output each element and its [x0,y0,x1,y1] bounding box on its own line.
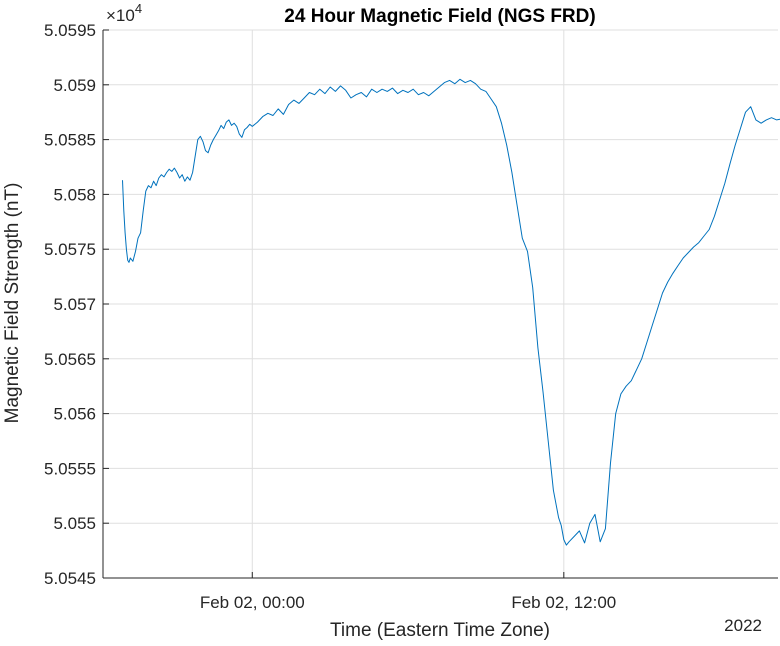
y-tick-label: 5.0575 [44,240,96,259]
plot-area [122,78,780,546]
x-tick-label: Feb 02, 00:00 [200,593,305,612]
y-exponent-power: 4 [135,1,142,16]
y-tick-label: 5.057 [53,295,96,314]
y-exponent-label: ×104 [106,1,142,25]
x-axis-label: Time (Eastern Time Zone) [330,620,550,641]
x-secondary-label: 2022 [724,616,762,635]
y-exponent-base: ×10 [106,6,135,25]
y-tick-label: 5.059 [53,76,96,95]
axes [102,29,778,579]
y-tick-label: 5.0595 [44,21,96,40]
y-tick-label: 5.055 [53,514,96,533]
y-axis-label: Magnetic Field Strength (nT) [2,183,23,424]
x-tick-label: Feb 02, 12:00 [511,593,616,612]
svg-text:×104: ×104 [106,1,142,25]
y-tick-label: 5.0545 [44,569,96,588]
y-tick-label: 5.056 [53,405,96,424]
y-tick-label: 5.0565 [44,350,96,369]
y-tick-label: 5.0555 [44,459,96,478]
grid-lines [103,29,778,579]
tick-labels: 5.0545 5.055 5.0555 5.056 5.0565 5.057 5.0575 5… [44,21,616,612]
series-line-0 [122,78,780,546]
chart-title: 24 Hour Magnetic Field (NGS FRD) [284,6,595,27]
y-tick-label: 5.0585 [44,131,96,150]
y-tick-label: 5.058 [53,185,96,204]
